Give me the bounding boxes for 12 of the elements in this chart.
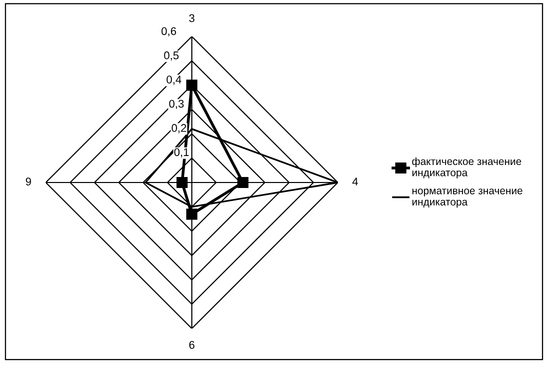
y-tick-label: 0,2 bbox=[172, 124, 186, 134]
spoke-label: 4 bbox=[352, 178, 358, 186]
legend-label: фактическое значение индикатора bbox=[412, 157, 522, 178]
spoke-label: 3 bbox=[189, 14, 194, 22]
y-tick-label: 0,1 bbox=[174, 148, 189, 158]
legend-label: нормативное значение индикатора bbox=[412, 188, 522, 208]
y-tick-label: 0,6 bbox=[162, 27, 176, 36]
spoke-label: 6 bbox=[189, 340, 194, 349]
y-tick-label: 0,4 bbox=[166, 76, 182, 85]
spoke-label: 9 bbox=[26, 178, 31, 186]
y-tick-label: 0,3 bbox=[169, 100, 184, 110]
y-tick-label: 0,5 bbox=[164, 51, 179, 61]
